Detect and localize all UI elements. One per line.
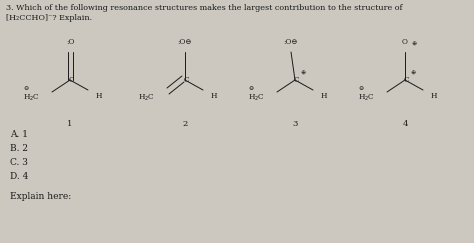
Text: [H₂CCHO]⁻? Explain.: [H₂CCHO]⁻? Explain. (6, 14, 92, 22)
Text: 4: 4 (402, 120, 408, 128)
Text: H: H (431, 92, 438, 100)
Text: ⊖: ⊖ (358, 86, 364, 90)
Text: :O⊖: :O⊖ (178, 38, 192, 46)
Text: H$_2$C: H$_2$C (248, 93, 265, 103)
Text: C: C (403, 76, 409, 84)
Text: ⊕: ⊕ (301, 69, 306, 75)
Text: Explain here:: Explain here: (10, 192, 71, 201)
Text: 3: 3 (292, 120, 298, 128)
Text: ⊕: ⊕ (411, 41, 416, 46)
Text: H: H (321, 92, 328, 100)
Text: O: O (402, 38, 408, 46)
Text: H$_2$C: H$_2$C (138, 93, 155, 103)
Text: ⊕: ⊕ (410, 69, 416, 75)
Text: 1: 1 (67, 120, 73, 128)
Text: 2: 2 (182, 120, 188, 128)
Text: :O: :O (66, 38, 74, 46)
Text: :O⊖: :O⊖ (284, 38, 298, 46)
Text: 3. Which of the following resonance structures makes the largest contribution to: 3. Which of the following resonance stru… (6, 4, 402, 12)
Text: C. 3: C. 3 (10, 158, 28, 167)
Text: ⊖: ⊖ (23, 86, 28, 90)
Text: C: C (183, 76, 189, 84)
Text: D. 4: D. 4 (10, 172, 28, 181)
Text: A. 1: A. 1 (10, 130, 28, 139)
Text: H: H (96, 92, 102, 100)
Text: C: C (293, 76, 299, 84)
Text: C: C (68, 76, 74, 84)
Text: H: H (211, 92, 218, 100)
Text: B. 2: B. 2 (10, 144, 28, 153)
Text: ⊖: ⊖ (248, 86, 254, 90)
Text: H$_2$C: H$_2$C (358, 93, 375, 103)
Text: H$_2$C: H$_2$C (23, 93, 40, 103)
